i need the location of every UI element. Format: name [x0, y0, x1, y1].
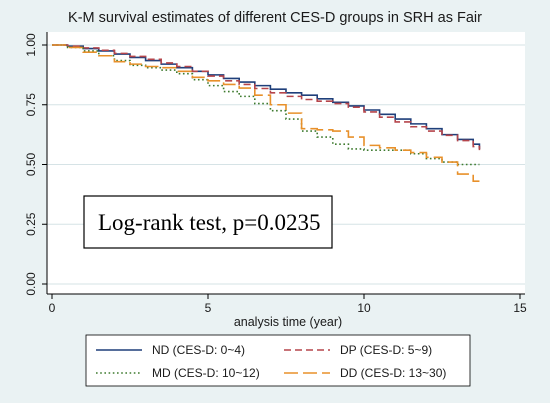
- axes: 0.00 0.25 0.50 0.75 1.00 0 5 10 15: [24, 32, 527, 315]
- x-tick-label: 10: [357, 301, 371, 315]
- y-tick-label: 0.75: [24, 93, 38, 117]
- legend-box: [85, 334, 471, 387]
- annotation-box: [83, 195, 333, 249]
- series-lines: [52, 44, 481, 183]
- legend: ND (CES-D: 0~4) DP (CES-D: 5~9) MD (CES-D:…: [96, 343, 446, 380]
- series-line-2: [52, 44, 480, 166]
- legend-label-1: DP (CES-D: 5~9): [340, 343, 432, 357]
- y-tick-label: 0.25: [24, 212, 38, 236]
- plot-area: [47, 32, 525, 294]
- logrank-annotation: Log-rank test, p=0.0235: [98, 210, 321, 235]
- chart-title: K-M survival estimates of different CES-…: [68, 10, 482, 26]
- x-tick-label: 15: [513, 301, 527, 315]
- y-tick-label: 0.00: [24, 272, 38, 296]
- y-tick-label: 1.00: [24, 33, 38, 57]
- x-tick-label: 5: [205, 301, 212, 315]
- x-tick-label: 0: [49, 301, 56, 315]
- legend-label-0: ND (CES-D: 0~4): [152, 343, 245, 357]
- series-line-3: [52, 44, 480, 183]
- y-tick-label: 0.50: [24, 152, 38, 176]
- series-line-1: [52, 44, 481, 151]
- x-axis-label: analysis time (year): [234, 315, 342, 329]
- legend-label-2: MD (CES-D: 10~12): [152, 366, 260, 380]
- legend-label-3: DD (CES-D: 13~30): [340, 366, 446, 380]
